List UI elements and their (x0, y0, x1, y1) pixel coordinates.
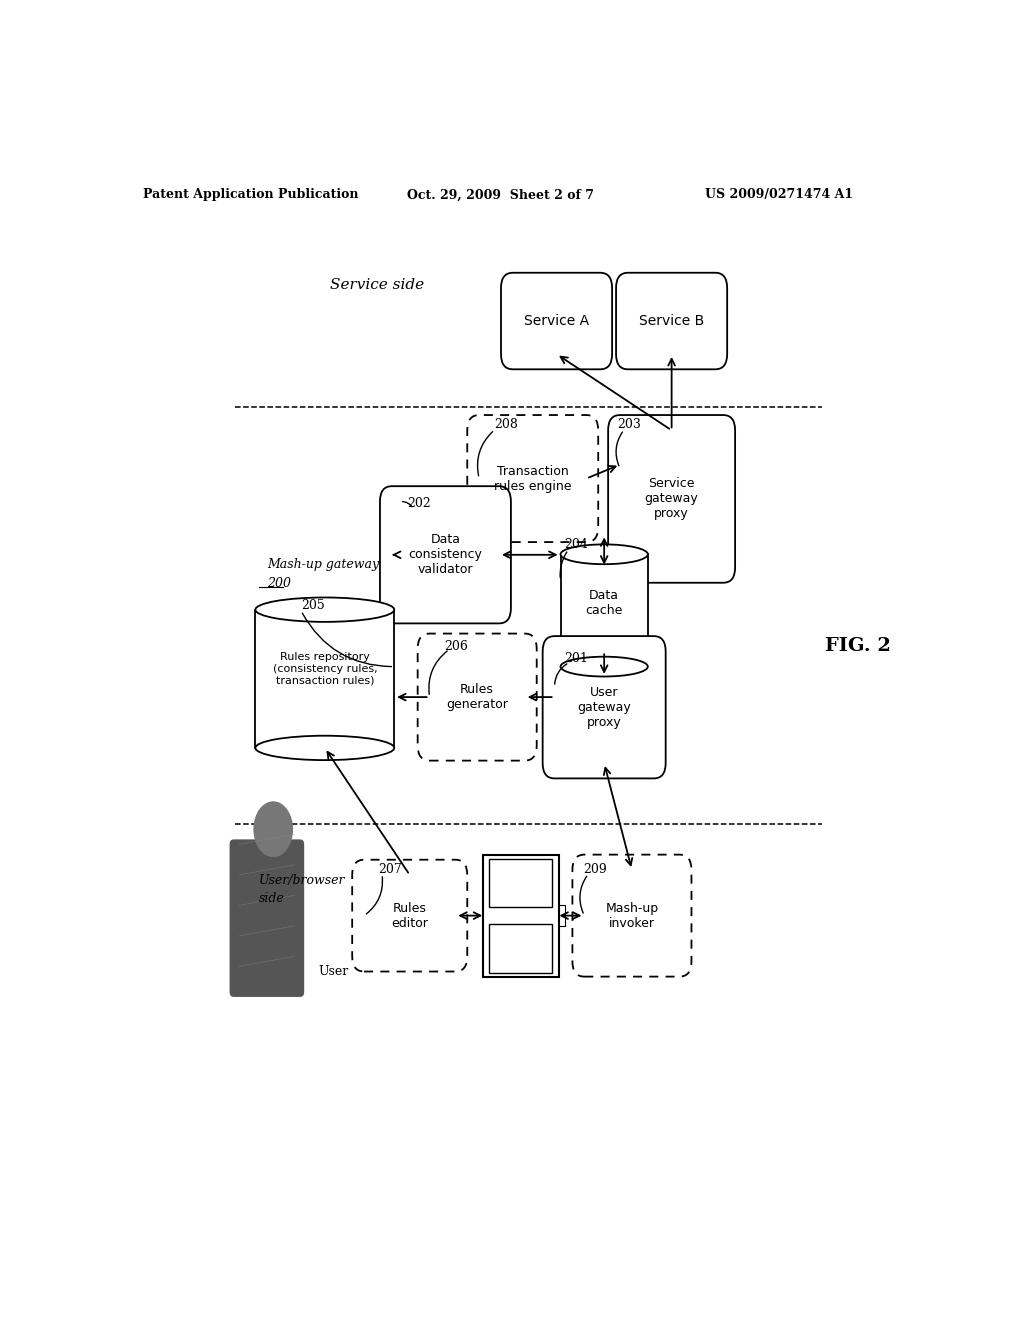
Text: side: side (259, 892, 285, 904)
Text: User
gateway
proxy: User gateway proxy (578, 686, 631, 729)
FancyBboxPatch shape (380, 486, 511, 623)
FancyBboxPatch shape (352, 859, 467, 972)
Ellipse shape (255, 735, 394, 760)
Text: Data
consistency
validator: Data consistency validator (409, 533, 482, 577)
Bar (489, 924, 552, 973)
Text: Rules
editor: Rules editor (391, 902, 428, 929)
Bar (489, 859, 552, 907)
Ellipse shape (560, 656, 648, 677)
Text: 203: 203 (617, 418, 641, 432)
FancyBboxPatch shape (572, 854, 691, 977)
FancyBboxPatch shape (616, 273, 727, 370)
Text: 208: 208 (495, 418, 518, 432)
Ellipse shape (560, 544, 648, 564)
FancyBboxPatch shape (229, 840, 304, 997)
Text: 206: 206 (443, 640, 468, 653)
FancyBboxPatch shape (501, 273, 612, 370)
Text: Patent Application Publication: Patent Application Publication (143, 189, 358, 202)
Text: Service side: Service side (331, 279, 425, 293)
Text: Rules
generator: Rules generator (446, 682, 508, 711)
Text: Service B: Service B (639, 314, 705, 329)
Text: Transaction
rules engine: Transaction rules engine (494, 465, 571, 492)
Bar (483, 854, 558, 977)
Text: Mash-up
invoker: Mash-up invoker (605, 902, 658, 929)
Ellipse shape (255, 598, 394, 622)
Text: User/browser: User/browser (259, 874, 345, 887)
Text: 200: 200 (267, 577, 291, 590)
Text: 207: 207 (378, 863, 401, 876)
Bar (255, 610, 394, 748)
Text: Service A: Service A (524, 314, 589, 329)
FancyBboxPatch shape (467, 414, 598, 543)
FancyBboxPatch shape (543, 636, 666, 779)
Bar (558, 906, 565, 925)
Text: 201: 201 (564, 652, 589, 665)
Bar (560, 554, 648, 667)
Text: Mash-up gateway: Mash-up gateway (267, 558, 379, 572)
Text: US 2009/0271474 A1: US 2009/0271474 A1 (705, 189, 853, 202)
Text: 204: 204 (564, 539, 589, 552)
Text: Service
gateway
proxy: Service gateway proxy (645, 478, 698, 520)
Text: User: User (318, 965, 349, 978)
Text: Data
cache: Data cache (586, 589, 623, 616)
FancyBboxPatch shape (608, 414, 735, 582)
Text: 209: 209 (583, 863, 606, 876)
FancyBboxPatch shape (418, 634, 537, 760)
Text: 205: 205 (301, 599, 325, 612)
Text: Rules repository
(consistency rules,
transaction rules): Rules repository (consistency rules, tra… (272, 652, 377, 685)
Text: Oct. 29, 2009  Sheet 2 of 7: Oct. 29, 2009 Sheet 2 of 7 (408, 189, 595, 202)
Text: 202: 202 (408, 498, 431, 511)
Text: FIG. 2: FIG. 2 (825, 638, 891, 655)
Ellipse shape (253, 801, 293, 857)
